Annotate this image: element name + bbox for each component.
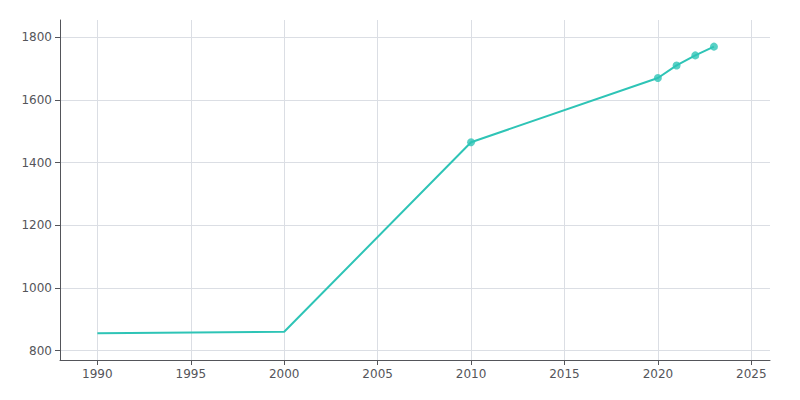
svg-text:1400: 1400 <box>21 156 52 170</box>
svg-text:2005: 2005 <box>362 367 393 381</box>
svg-text:2015: 2015 <box>549 367 580 381</box>
svg-text:1990: 1990 <box>82 367 113 381</box>
svg-text:2010: 2010 <box>456 367 487 381</box>
svg-text:1600: 1600 <box>21 93 52 107</box>
svg-text:1995: 1995 <box>176 367 207 381</box>
svg-text:1800: 1800 <box>21 30 52 44</box>
svg-text:800: 800 <box>29 344 52 358</box>
svg-text:2000: 2000 <box>269 367 300 381</box>
svg-text:2025: 2025 <box>736 367 767 381</box>
svg-text:1000: 1000 <box>21 281 52 295</box>
svg-text:2020: 2020 <box>643 367 674 381</box>
svg-text:1200: 1200 <box>21 218 52 232</box>
